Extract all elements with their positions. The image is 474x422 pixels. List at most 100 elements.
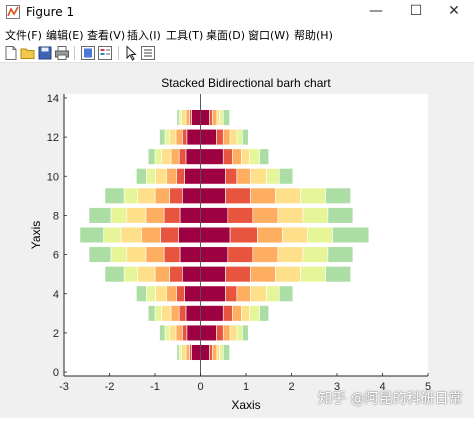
menu-desktop[interactable]: 桌面(D) [206, 29, 246, 42]
bar-right-y13-s5 [219, 109, 224, 126]
bar-right-y2-s3 [222, 324, 231, 342]
bar-right-y6-s5 [302, 246, 329, 263]
bar-right-y5-s3 [250, 266, 276, 283]
menu-window[interactable]: 窗口(W) [248, 29, 290, 42]
bar-right-y1-s1 [200, 344, 210, 361]
bar-left-y8-s5 [110, 207, 128, 224]
bar-left-y8-s4 [126, 207, 147, 224]
bar-right-y9-s3 [250, 187, 276, 204]
bar-left-y13-s1 [191, 109, 201, 126]
bar-left-y4-s3 [166, 285, 177, 302]
bar-right-y9-s2 [225, 187, 251, 204]
bar-right-y11-s4 [241, 148, 250, 165]
bar-left-y5-s2 [169, 266, 183, 283]
bar-right-y12-s6 [242, 128, 249, 146]
bar-left-y4-s1 [184, 285, 201, 302]
toolbar-separator [74, 46, 75, 60]
bar-right-y8-s5 [302, 207, 329, 224]
bar-left-y7-s1 [178, 226, 201, 244]
bar-left-y11-s1 [185, 148, 201, 165]
bar-right-y3-s5 [249, 305, 260, 322]
bar-right-y12-s2 [216, 128, 224, 146]
bar-left-y3-s1 [185, 305, 201, 322]
link-plot-icon[interactable] [80, 45, 96, 61]
bar-left-y2-s2 [182, 324, 188, 342]
bar-right-y7-s6 [332, 226, 370, 244]
bar-right-y2-s4 [229, 324, 238, 342]
bar-right-y7-s3 [257, 226, 283, 244]
menu-file[interactable]: 文件(F) [5, 29, 42, 42]
open-folder-icon[interactable] [20, 45, 36, 61]
bars-layer [79, 109, 370, 361]
bar-left-y3-s2 [178, 305, 187, 322]
bar-left-y7-s2 [160, 226, 179, 244]
bar-left-y5-s4 [137, 266, 156, 283]
figure-canvas: -3 -2 -1 0 1 2 3 4 5 0 2 4 6 8 10 12 14 Stacked Bidirect… [0, 63, 474, 418]
bar-left-y7-s4 [120, 226, 142, 244]
bar-right-y5-s2 [225, 266, 251, 283]
bar-right-y11-s3 [232, 148, 242, 165]
bar-left-y6-s4 [126, 246, 147, 263]
bar-left-y12-s3 [175, 128, 183, 146]
menu-help[interactable]: 帮助(H) [294, 29, 333, 42]
bar-right-y5-s5 [300, 266, 326, 283]
bar-right-y3-s2 [222, 305, 233, 322]
toolbar [0, 44, 474, 63]
bar-right-y9-s6 [325, 187, 351, 204]
bar-left-y12-s1 [186, 128, 201, 146]
bar-left-y9-s1 [182, 187, 201, 204]
bar-left-y4-s5 [146, 285, 156, 302]
bar-right-y1-s3 [212, 344, 218, 361]
bar-right-y6-s1 [200, 246, 229, 263]
bar-right-y10-s4 [250, 168, 267, 185]
bar-right-y10-s1 [200, 168, 226, 185]
bar-right-y6-s2 [227, 246, 254, 263]
y-tick-label: 6 [53, 250, 59, 262]
x-tick-label: -1 [150, 381, 160, 393]
bar-left-y13-s5 [178, 109, 182, 126]
property-inspector-icon[interactable] [140, 45, 156, 61]
save-icon[interactable] [37, 45, 53, 61]
menu-bar: 文件(F) 编辑(E) 查看(V) 插入(I) 工具(T) 桌面(D) 窗口(W… [0, 24, 474, 44]
bar-right-y7-s5 [307, 226, 333, 244]
select-arrow-icon[interactable] [123, 45, 139, 61]
bar-left-y5-s3 [154, 266, 170, 283]
y-tick-label: 2 [53, 328, 59, 340]
minimize-button[interactable]: — [369, 3, 383, 19]
bar-right-y4-s6 [278, 285, 294, 302]
bar-left-y5-s1 [182, 266, 201, 283]
bar-left-y3-s3 [170, 305, 180, 322]
menu-view[interactable]: 查看(V) [87, 29, 126, 42]
menu-tools[interactable]: 工具(T) [166, 29, 204, 42]
menu-insert[interactable]: 插入(I) [127, 29, 161, 42]
bar-right-y8-s4 [277, 207, 304, 224]
bar-left-y7-s5 [103, 226, 122, 244]
maximize-button[interactable]: ☐ [409, 3, 423, 19]
x-tick-label: -2 [105, 381, 115, 393]
bar-right-y13-s6 [222, 109, 230, 126]
print-icon[interactable] [54, 45, 70, 61]
bar-left-y1-s6 [176, 344, 180, 361]
insert-legend-icon[interactable] [97, 45, 113, 61]
bar-left-y7-s3 [141, 226, 161, 244]
bar-right-y1-s4 [216, 344, 220, 361]
window-titlebar: Figure 1 — ☐ ✕ [0, 0, 474, 25]
bar-right-y13-s2 [209, 109, 213, 126]
bar-right-y8-s3 [252, 207, 279, 224]
watermark-text: 知乎 @阿昆的科研日常 [318, 391, 463, 407]
bar-left-y12-s5 [164, 128, 170, 146]
bar-right-y5-s6 [325, 266, 351, 283]
bar-right-y7-s1 [200, 226, 231, 244]
bar-left-y2-s1 [186, 324, 201, 342]
bar-right-y7-s4 [282, 226, 308, 244]
bar-left-y10-s1 [184, 168, 201, 185]
bar-right-y4-s2 [225, 285, 238, 302]
close-button[interactable]: ✕ [448, 3, 460, 19]
matlab-figure-icon [6, 5, 20, 19]
new-file-icon[interactable] [3, 45, 19, 61]
bar-right-y10-s3 [236, 168, 251, 185]
menu-edit[interactable]: 编辑(E) [46, 29, 84, 42]
bar-left-y13-s4 [181, 109, 187, 126]
